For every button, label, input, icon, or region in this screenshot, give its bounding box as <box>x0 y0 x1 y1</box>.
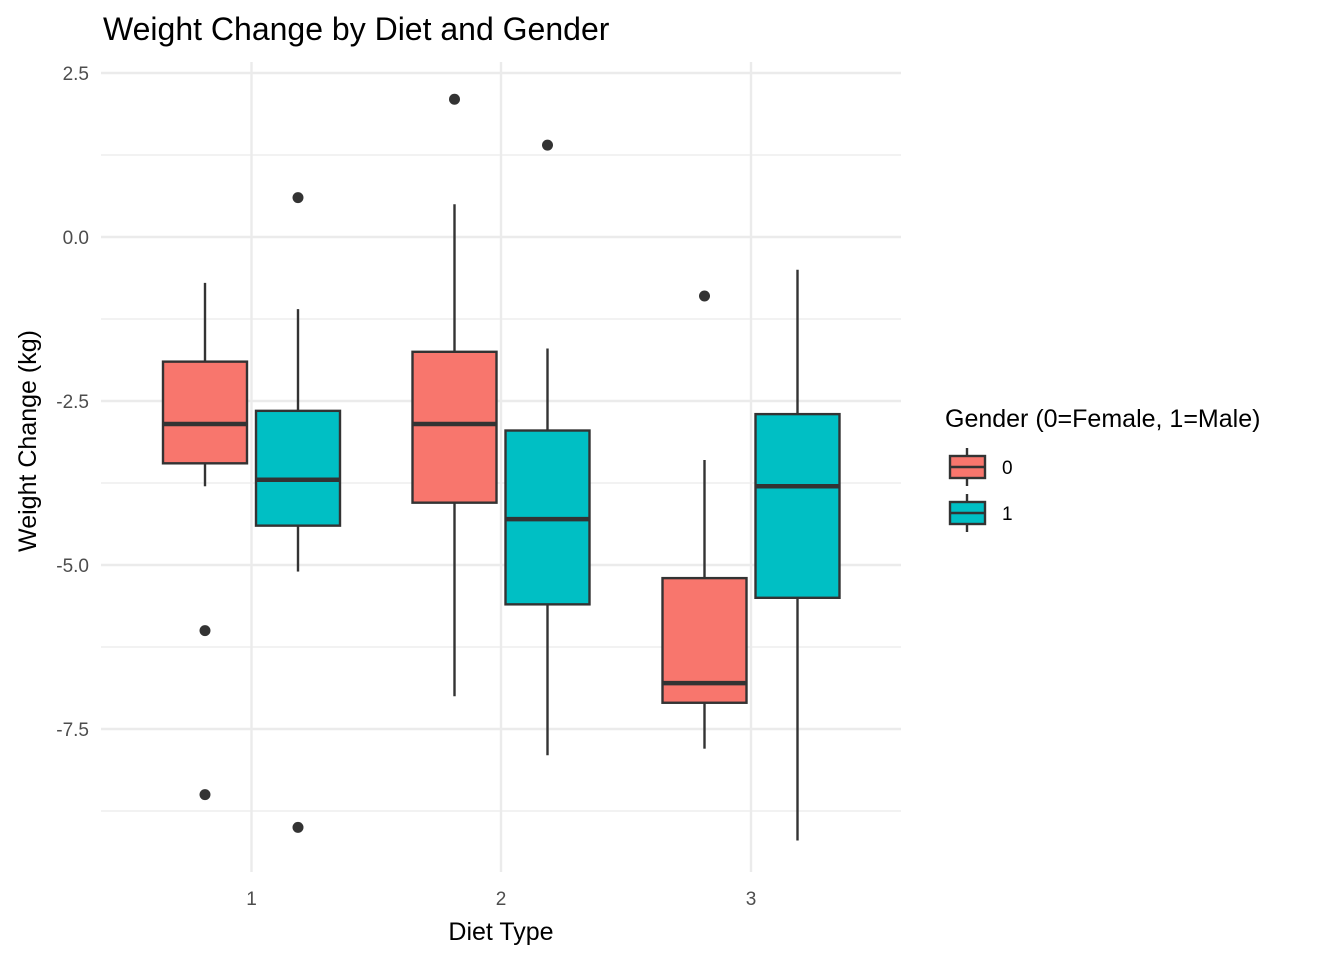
y-tick-label: -2.5 <box>56 392 89 413</box>
outlier-point <box>199 789 211 801</box>
boxes <box>161 93 841 841</box>
outlier-point <box>699 290 710 302</box>
outlier-point <box>199 625 211 637</box>
legend-title: Gender (0=Female, 1=Male) <box>945 405 1260 433</box>
legend-label: 1 <box>1002 504 1013 525</box>
legend: Gender (0=Female, 1=Male) 0 1 <box>945 405 1260 532</box>
outlier-point <box>292 821 304 833</box>
y-tick-label: 2.5 <box>63 64 89 85</box>
grid <box>101 62 901 872</box>
y-axis-ticks: 2.5 0.0 -2.5 -5.0 -7.5 <box>56 64 89 741</box>
x-axis-title: Diet Type <box>448 918 553 946</box>
x-tick-label: 2 <box>496 889 507 910</box>
y-axis-title: Weight Change (kg) <box>14 330 42 552</box>
box-iqr <box>161 360 249 465</box>
x-tick-label: 3 <box>746 889 757 910</box>
legend-label: 0 <box>1002 458 1013 479</box>
box-iqr <box>254 409 342 527</box>
box-iqr <box>411 350 498 504</box>
outlier-point <box>292 192 304 204</box>
y-tick-label: 0.0 <box>63 228 89 249</box>
outlier-point <box>542 139 553 151</box>
box-iqr <box>754 412 841 599</box>
x-axis-ticks: 1 2 3 <box>246 889 756 910</box>
chart-title: Weight Change by Diet and Gender <box>103 11 610 47</box>
y-tick-label: -7.5 <box>56 720 89 741</box>
outlier-point <box>449 93 460 105</box>
x-tick-label: 1 <box>246 889 257 910</box>
y-tick-label: -5.0 <box>56 556 89 577</box>
